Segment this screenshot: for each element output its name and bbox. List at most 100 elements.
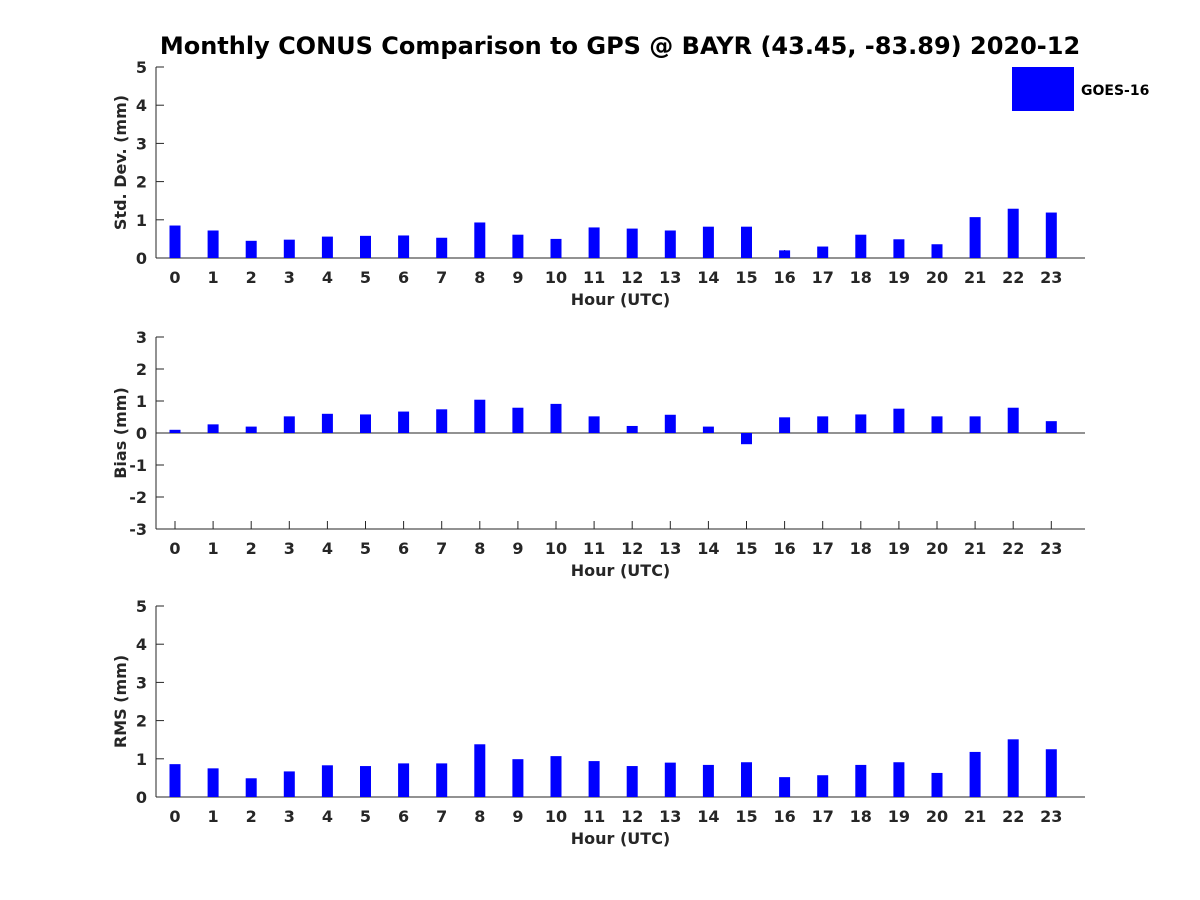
x-tick-label: 18 xyxy=(850,539,872,558)
bar-12 xyxy=(626,425,638,433)
bar-6 xyxy=(398,235,410,258)
y-tick-label: 5 xyxy=(136,58,147,77)
bar-19 xyxy=(893,762,905,797)
y-tick-label: -1 xyxy=(129,456,147,475)
bar-15 xyxy=(741,762,752,797)
bar-2 xyxy=(245,426,257,433)
x-tick-label: 20 xyxy=(926,807,948,826)
x-tick-label: 19 xyxy=(888,268,910,287)
bar-3 xyxy=(283,771,295,797)
x-tick-label: 15 xyxy=(735,268,757,287)
x-tick-label: 8 xyxy=(474,807,485,826)
bar-20 xyxy=(931,244,943,258)
x-tick-label: 7 xyxy=(436,539,447,558)
x-tick-label: 14 xyxy=(697,268,719,287)
bar-5 xyxy=(360,766,371,797)
x-tick-label: 0 xyxy=(169,807,180,826)
bar-13 xyxy=(664,414,676,433)
y-tick-label: 1 xyxy=(136,392,147,411)
x-tick-label: 9 xyxy=(512,539,523,558)
bar-19 xyxy=(893,239,905,258)
x-tick-label: 13 xyxy=(659,268,681,287)
x-tick-label: 8 xyxy=(474,268,485,287)
bar-18 xyxy=(855,234,867,258)
bar-7 xyxy=(436,763,448,797)
x-tick-label: 17 xyxy=(812,268,834,287)
x-tick-label: 12 xyxy=(621,539,643,558)
y-tick-label: 2 xyxy=(136,712,147,731)
x-tick-label: 5 xyxy=(360,268,371,287)
x-tick-label: 4 xyxy=(322,539,333,558)
y-tick-label: 1 xyxy=(136,750,147,769)
bar-0 xyxy=(169,764,181,797)
y-tick-label: 0 xyxy=(136,424,147,443)
x-tick-label: 5 xyxy=(360,807,371,826)
y-tick-label: 3 xyxy=(136,134,147,153)
y-tick-label: 3 xyxy=(136,328,147,347)
x-tick-label: 1 xyxy=(208,539,219,558)
x-tick-label: 6 xyxy=(398,807,409,826)
x-tick-label: 4 xyxy=(322,807,333,826)
bar-14 xyxy=(702,226,714,258)
bar-23 xyxy=(1045,749,1057,797)
x-tick-label: 6 xyxy=(398,539,409,558)
bar-15 xyxy=(741,226,752,258)
bar-5 xyxy=(360,414,371,433)
bar-6 xyxy=(398,411,410,433)
x-tick-label: 9 xyxy=(512,268,523,287)
x-tick-label: 23 xyxy=(1040,539,1062,558)
x-tick-label: 5 xyxy=(360,539,371,558)
x-tick-label: 16 xyxy=(773,807,795,826)
y-axis-label: RMS (mm) xyxy=(111,655,130,748)
bar-23 xyxy=(1045,212,1057,258)
bar-3 xyxy=(283,416,295,433)
x-tick-label: 1 xyxy=(208,807,219,826)
x-tick-label: 8 xyxy=(474,539,485,558)
bar-8 xyxy=(474,399,486,433)
bar-13 xyxy=(664,230,676,258)
bar-11 xyxy=(588,761,600,797)
x-tick-label: 21 xyxy=(964,807,986,826)
bar-9 xyxy=(512,407,524,433)
x-tick-label: 14 xyxy=(697,539,719,558)
x-tick-label: 20 xyxy=(926,268,948,287)
x-axis-label: Hour (UTC) xyxy=(571,829,671,848)
bar-20 xyxy=(931,772,943,797)
x-tick-label: 2 xyxy=(246,539,257,558)
bar-15 xyxy=(741,433,752,445)
x-tick-label: 0 xyxy=(169,268,180,287)
bar-5 xyxy=(360,235,371,258)
bar-2 xyxy=(245,778,257,797)
chart-title: Monthly CONUS Comparison to GPS @ BAYR (… xyxy=(160,32,1080,60)
bar-7 xyxy=(436,409,448,433)
bar-10 xyxy=(550,238,562,258)
bar-10 xyxy=(550,756,562,797)
y-tick-label: 0 xyxy=(136,249,147,268)
bar-6 xyxy=(398,763,410,797)
bar-4 xyxy=(321,236,333,258)
x-tick-label: 10 xyxy=(545,268,567,287)
bar-1 xyxy=(207,768,219,797)
bar-9 xyxy=(512,759,524,797)
x-tick-label: 22 xyxy=(1002,268,1024,287)
bar-18 xyxy=(855,764,867,797)
x-tick-label: 13 xyxy=(659,539,681,558)
x-tick-label: 3 xyxy=(284,807,295,826)
bar-8 xyxy=(474,222,486,258)
bar-22 xyxy=(1007,407,1019,433)
x-tick-label: 23 xyxy=(1040,807,1062,826)
y-axis-label: Std. Dev. (mm) xyxy=(111,95,130,230)
bar-1 xyxy=(207,230,219,258)
bar-0 xyxy=(169,225,181,258)
x-tick-label: 7 xyxy=(436,268,447,287)
x-tick-label: 13 xyxy=(659,807,681,826)
legend: GOES-16 xyxy=(1012,67,1149,111)
bar-12 xyxy=(626,228,638,258)
bar-1 xyxy=(207,424,219,433)
legend-swatch xyxy=(1012,67,1074,111)
bar-16 xyxy=(779,777,791,797)
y-tick-label: 5 xyxy=(136,597,147,616)
bar-10 xyxy=(550,403,562,433)
